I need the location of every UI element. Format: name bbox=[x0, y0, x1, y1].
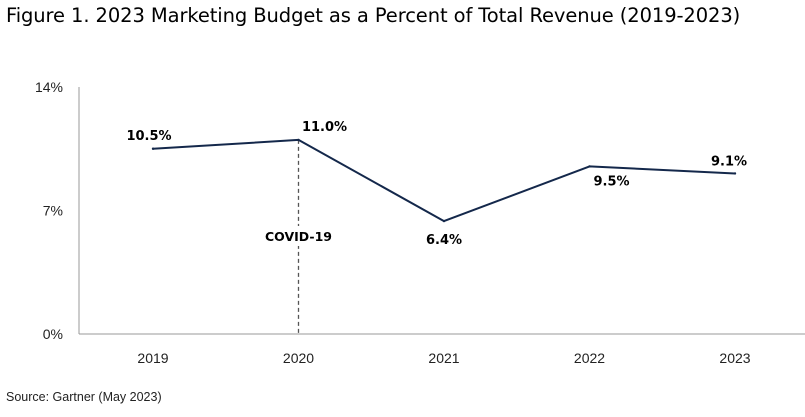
data-label: 10.5% bbox=[126, 129, 171, 144]
source-note: Source: Gartner (May 2023) bbox=[6, 390, 162, 404]
data-label: 11.0% bbox=[302, 120, 347, 135]
data-point bbox=[588, 165, 591, 168]
data-label: 9.1% bbox=[711, 154, 747, 169]
data-point bbox=[442, 219, 446, 223]
series-line bbox=[152, 138, 736, 223]
covid-label-background bbox=[254, 226, 343, 246]
y-tick-label: 14% bbox=[35, 79, 63, 95]
data-point bbox=[151, 147, 155, 150]
x-tick-label: 2023 bbox=[719, 350, 750, 366]
covid-annotation-label: COVID-19 bbox=[265, 229, 332, 244]
data-label: 9.5% bbox=[593, 174, 629, 189]
y-tick-label: 0% bbox=[43, 326, 63, 342]
data-label: 6.4% bbox=[426, 233, 462, 248]
data-point bbox=[297, 138, 300, 142]
x-tick-label: 2020 bbox=[283, 350, 314, 366]
x-tick-label: 2021 bbox=[428, 350, 459, 366]
x-tick-label: 2022 bbox=[574, 350, 605, 366]
data-point bbox=[733, 172, 737, 175]
x-tick-label: 2019 bbox=[137, 350, 168, 366]
chart-title: Figure 1. 2023 Marketing Budget as a Per… bbox=[6, 4, 741, 27]
y-tick-label: 7% bbox=[43, 203, 63, 219]
